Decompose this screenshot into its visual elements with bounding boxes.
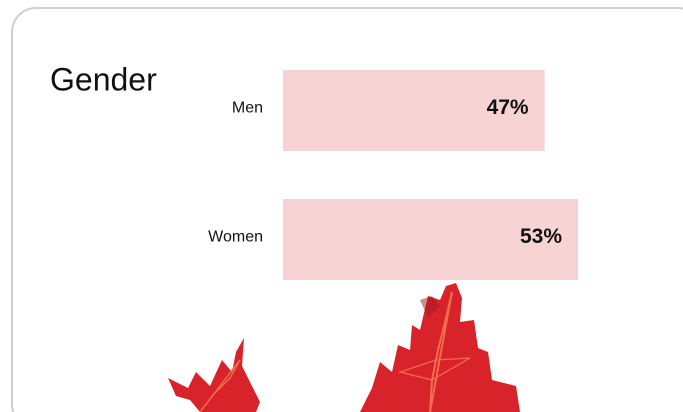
value-label: 47% xyxy=(487,96,529,119)
category-label: Men xyxy=(232,100,263,117)
category-label: Women xyxy=(208,229,263,246)
chart-title: Gender xyxy=(50,61,157,97)
leaf-decoration xyxy=(168,283,520,412)
bar xyxy=(283,199,578,280)
value-label: 53% xyxy=(520,225,562,248)
bar xyxy=(283,70,545,151)
